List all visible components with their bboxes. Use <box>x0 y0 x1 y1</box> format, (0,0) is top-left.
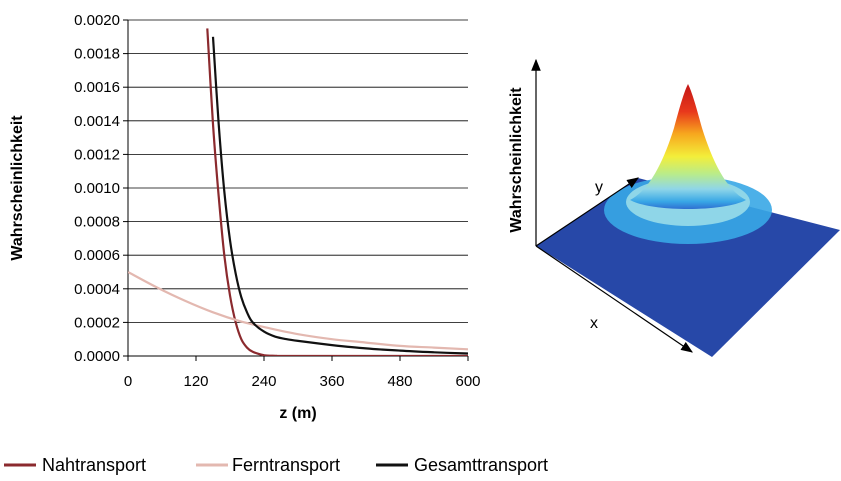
legend-label-gesamttransport: Gesamttransport <box>414 455 548 475</box>
series-lines <box>128 28 468 356</box>
surface-x-label: x <box>590 315 598 332</box>
y-tick-labels: 0.0000 0.0002 0.0004 0.0006 0.0008 0.0010 0.00… <box>74 12 120 365</box>
y-tick-label: 0.0018 <box>74 46 120 63</box>
legend: Nahtransport Ferntransport Gesamttranspo… <box>4 455 548 475</box>
y-tick-label: 0.0010 <box>74 180 120 197</box>
y-tick-label: 0.0002 <box>74 314 120 331</box>
y-axis-title: Wahrscheinlichkeit <box>9 115 26 261</box>
y-tick-label: 0.0000 <box>74 348 120 365</box>
surface-peak <box>630 84 746 209</box>
y-tick-label: 0.0014 <box>74 113 120 130</box>
y-tick-label: 0.0020 <box>74 12 120 29</box>
x-tick-label: 240 <box>251 373 276 390</box>
surface-z-label: Wahrscheinlichkeit <box>508 87 525 233</box>
legend-label-ferntransport: Ferntransport <box>232 455 340 475</box>
x-axis-title: z (m) <box>279 405 316 422</box>
x-tick-label: 120 <box>183 373 208 390</box>
y-tick-label: 0.0004 <box>74 281 120 298</box>
y-axis-arrow <box>535 177 639 247</box>
surface-y-label: y <box>595 179 603 196</box>
series-line-nahtransport <box>206 28 468 356</box>
y-tick-label: 0.0012 <box>74 146 120 163</box>
legend-label-nahtransport: Nahtransport <box>42 455 146 475</box>
gridlines <box>123 19 469 361</box>
x-axis-arrow <box>535 245 693 353</box>
series-line-ferntransport <box>128 271 468 351</box>
x-tick-label: 480 <box>387 373 412 390</box>
series-line-gesamttransport <box>211 36 468 355</box>
surface-plot: Wahrscheinlichkeit y x <box>508 58 840 357</box>
x-tick-labels: 0 120 240 360 480 600 <box>124 373 481 390</box>
x-tick-label: 360 <box>319 373 344 390</box>
x-tick-label: 600 <box>455 373 480 390</box>
y-tick-label: 0.0006 <box>74 247 120 264</box>
y-tick-label: 0.0016 <box>74 79 120 96</box>
x-tick-label: 0 <box>124 373 132 390</box>
y-tick-label: 0.0008 <box>74 214 120 231</box>
